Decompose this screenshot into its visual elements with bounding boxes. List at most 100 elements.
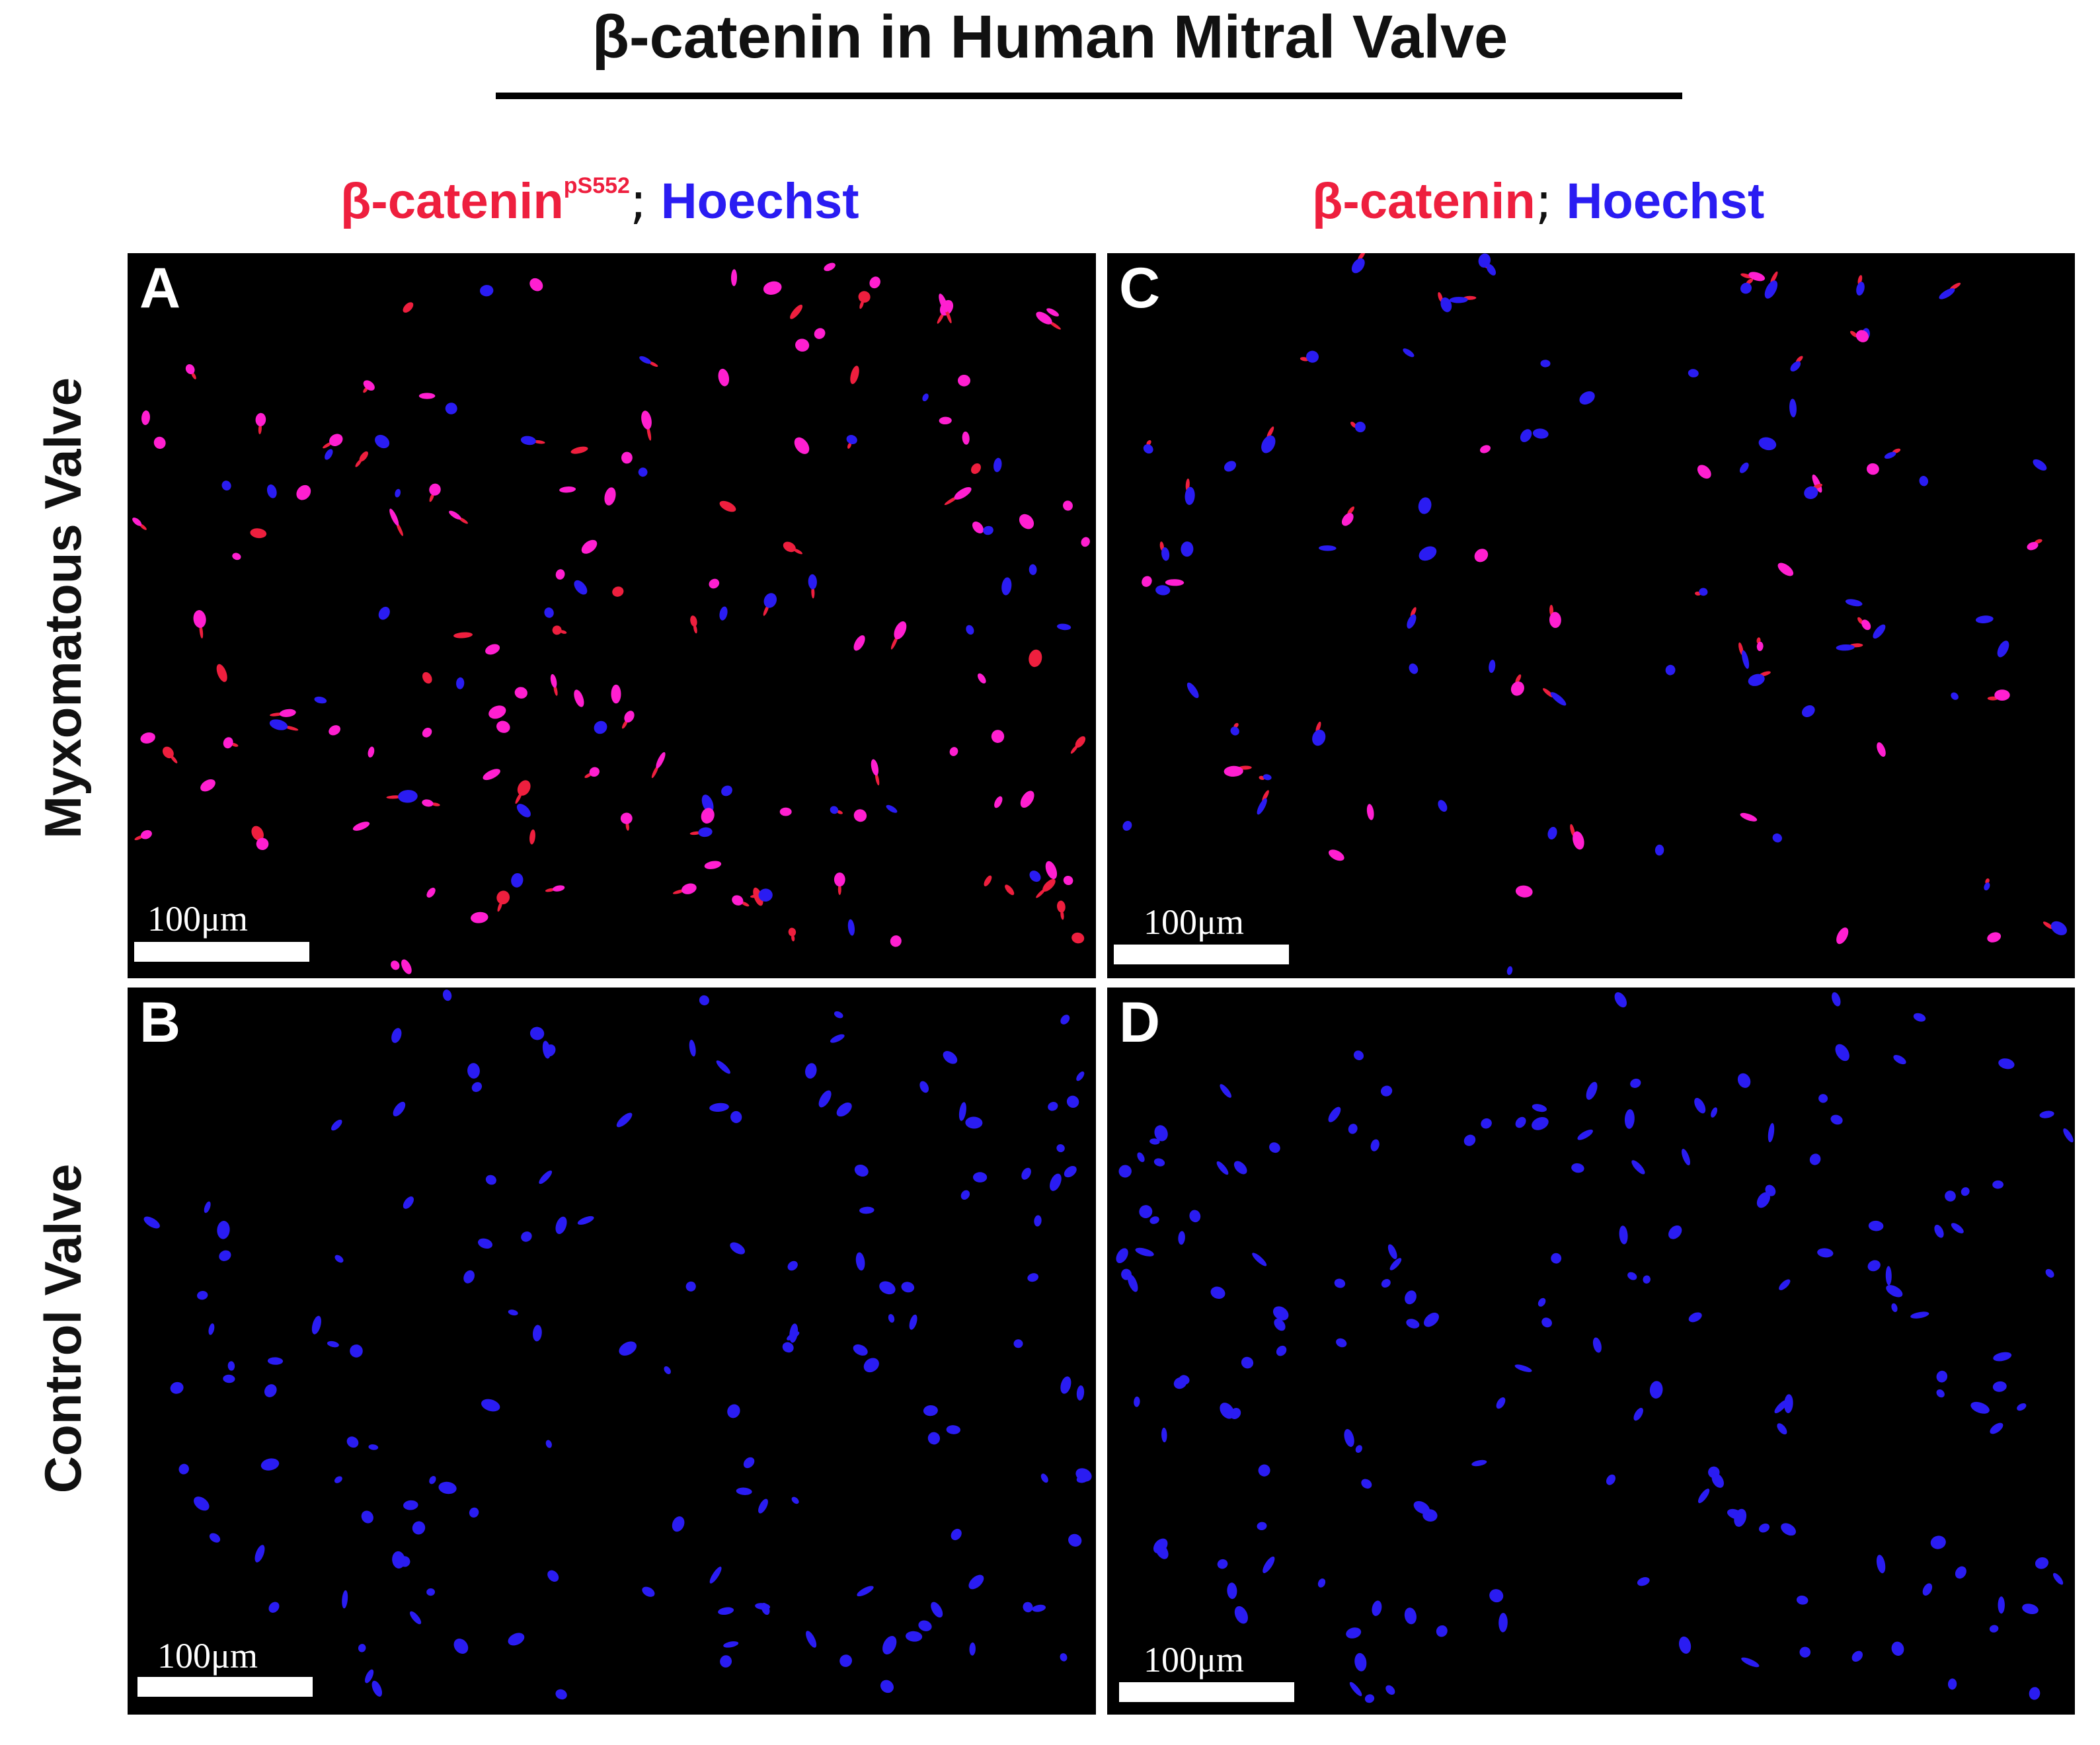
cell-nucleus xyxy=(1934,1224,1944,1238)
cell-nucleus xyxy=(1056,1144,1065,1153)
cell-nucleus xyxy=(1756,1192,1770,1208)
cell-nucleus xyxy=(1066,1095,1079,1108)
cell-nucleus xyxy=(1489,660,1496,674)
cell-nucleus xyxy=(545,1440,552,1448)
cell-nucleus xyxy=(371,1680,383,1697)
cell-nucleus xyxy=(1777,562,1794,576)
cell-nucleus xyxy=(346,1436,359,1448)
cell-nucleus xyxy=(1955,1566,1966,1579)
cell-nucleus xyxy=(743,1457,755,1469)
cell-nucleus xyxy=(1586,1081,1598,1100)
counterstain-label: Hoechst xyxy=(1566,173,1765,229)
cell-nucleus xyxy=(1796,1595,1808,1605)
cell-nucleus xyxy=(1891,1303,1898,1313)
cell-nucleus xyxy=(1779,1279,1791,1290)
cell-nucleus xyxy=(931,1602,943,1618)
cell-nucleus xyxy=(1227,1582,1237,1600)
cell-nucleus xyxy=(909,1314,917,1330)
cell-nucleus xyxy=(2039,1110,2054,1118)
cell-nucleus xyxy=(1153,1538,1168,1554)
cell-nucleus xyxy=(453,1639,469,1654)
cell-nucleus xyxy=(410,1611,422,1625)
cell-nucleus xyxy=(1064,1166,1077,1178)
cell-nucleus xyxy=(1257,1522,1267,1531)
cell-nucleus xyxy=(1961,1187,1970,1196)
cell-nucleus xyxy=(1005,884,1015,896)
cell-nucleus xyxy=(1405,1290,1417,1305)
cell-nucleus xyxy=(1532,1104,1547,1112)
cell-nucleus xyxy=(944,486,972,506)
cell-nucleus xyxy=(718,368,730,387)
cell-nucleus xyxy=(1019,514,1034,529)
cell-nucleus xyxy=(1312,721,1326,746)
cell-nucleus xyxy=(485,1175,496,1185)
cell-nucleus xyxy=(939,416,952,425)
cell-nucleus xyxy=(1419,546,1437,561)
cell-nucleus xyxy=(401,959,412,974)
cell-nucleus xyxy=(1876,1555,1886,1574)
cell-nucleus xyxy=(685,1281,696,1292)
cell-nucleus xyxy=(386,790,418,803)
cell-nucleus xyxy=(1409,663,1419,674)
cell-nucleus xyxy=(1633,1407,1643,1421)
cell-nucleus xyxy=(834,872,845,895)
scale-bar xyxy=(134,942,309,962)
cell-nucleus xyxy=(1851,1650,1863,1662)
cell-nucleus xyxy=(1186,682,1199,699)
cell-nucleus xyxy=(1263,1556,1275,1573)
cell-nucleus xyxy=(763,593,777,616)
cell-nucleus xyxy=(1046,308,1059,317)
cell-nucleus xyxy=(701,795,714,813)
cell-nucleus xyxy=(1173,1377,1187,1389)
cell-nucleus xyxy=(730,1242,746,1255)
cell-nucleus xyxy=(1809,1153,1821,1165)
cell-nucleus xyxy=(216,664,227,682)
cell-nucleus xyxy=(1370,1139,1380,1151)
cell-nucleus xyxy=(442,989,452,1001)
cell-nucleus xyxy=(193,610,206,639)
cell-nucleus xyxy=(1506,966,1513,976)
cell-nucleus xyxy=(1984,878,1990,891)
cell-nucleus xyxy=(1577,1129,1593,1140)
cell-nucleus xyxy=(993,457,1002,473)
cell-nucleus xyxy=(969,1642,976,1656)
cell-nucleus xyxy=(824,262,836,272)
cell-nucleus xyxy=(1353,1050,1364,1060)
cell-nucleus xyxy=(1939,282,1961,299)
cell-nucleus xyxy=(520,436,545,446)
cell-nucleus xyxy=(1885,1266,1892,1286)
cell-nucleus xyxy=(334,1255,344,1263)
cell-nucleus xyxy=(871,759,880,786)
cell-nucleus xyxy=(638,467,648,477)
cell-nucleus xyxy=(1217,1559,1228,1569)
cell-nucleus xyxy=(1951,1223,1964,1233)
panel-c-micrograph: C 100μm xyxy=(1107,253,2075,978)
cell-nucleus xyxy=(574,580,588,595)
cell-nucleus xyxy=(584,767,600,779)
cell-nucleus xyxy=(1919,475,1929,486)
cell-nucleus xyxy=(352,822,370,831)
cell-nucleus xyxy=(496,720,510,733)
cell-nucleus xyxy=(208,1323,215,1335)
cell-nucleus xyxy=(2063,1128,2074,1143)
panel-c-cells xyxy=(1122,253,2067,976)
cell-nucleus xyxy=(855,1252,865,1271)
cell-nucleus xyxy=(1259,774,1272,781)
cell-nucleus xyxy=(1319,545,1337,551)
cell-nucleus xyxy=(923,1405,938,1416)
marker-label: β-catenin xyxy=(1312,173,1536,229)
cell-nucleus xyxy=(1836,927,1849,945)
cell-nucleus xyxy=(378,607,390,620)
cell-nucleus xyxy=(1403,348,1415,358)
cell-nucleus xyxy=(1351,253,1366,274)
cell-nucleus xyxy=(325,449,333,460)
cell-nucleus xyxy=(1799,1647,1811,1658)
cell-nucleus xyxy=(391,960,400,970)
cell-nucleus xyxy=(516,804,531,818)
cell-nucleus xyxy=(1122,820,1132,831)
cell-nucleus xyxy=(496,890,510,912)
cell-nucleus xyxy=(270,709,296,717)
cell-nucleus xyxy=(853,635,865,651)
panel-letter: D xyxy=(1119,991,1161,1054)
cell-nucleus xyxy=(1023,1602,1033,1613)
